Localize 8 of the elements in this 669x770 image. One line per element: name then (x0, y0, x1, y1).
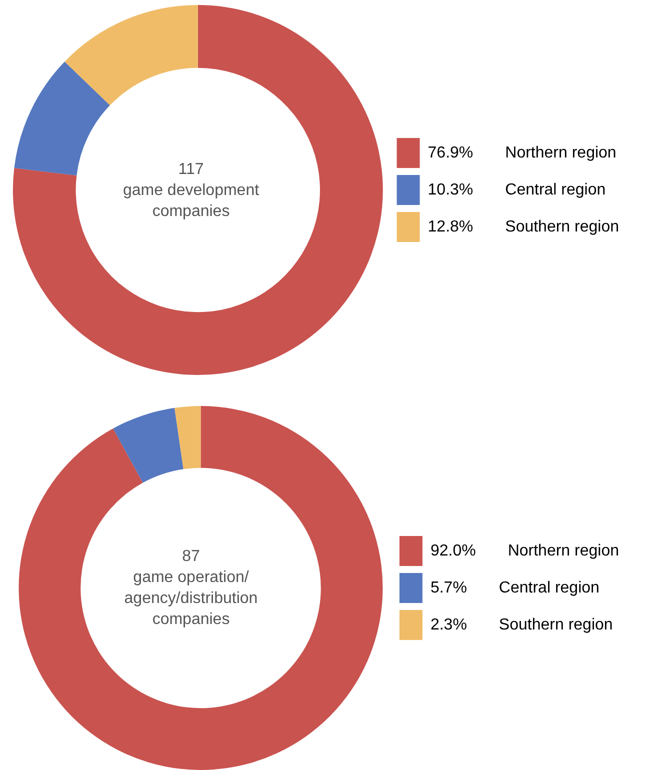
legend-label: 2.3% Southern region (430, 616, 613, 634)
text: 117 game development companies (122, 160, 260, 222)
legend-label: 92.0% Northern region (430, 542, 620, 560)
legend-label: 12.8% Southern region (428, 218, 620, 236)
legend-label: 76.9% Northern region (428, 144, 616, 162)
text: 87 game operation/ agency/distribution companies (123, 547, 259, 630)
legend-label: 10.3% Central region (428, 181, 606, 198)
legend-label: 5.7% Central region (430, 579, 600, 596)
